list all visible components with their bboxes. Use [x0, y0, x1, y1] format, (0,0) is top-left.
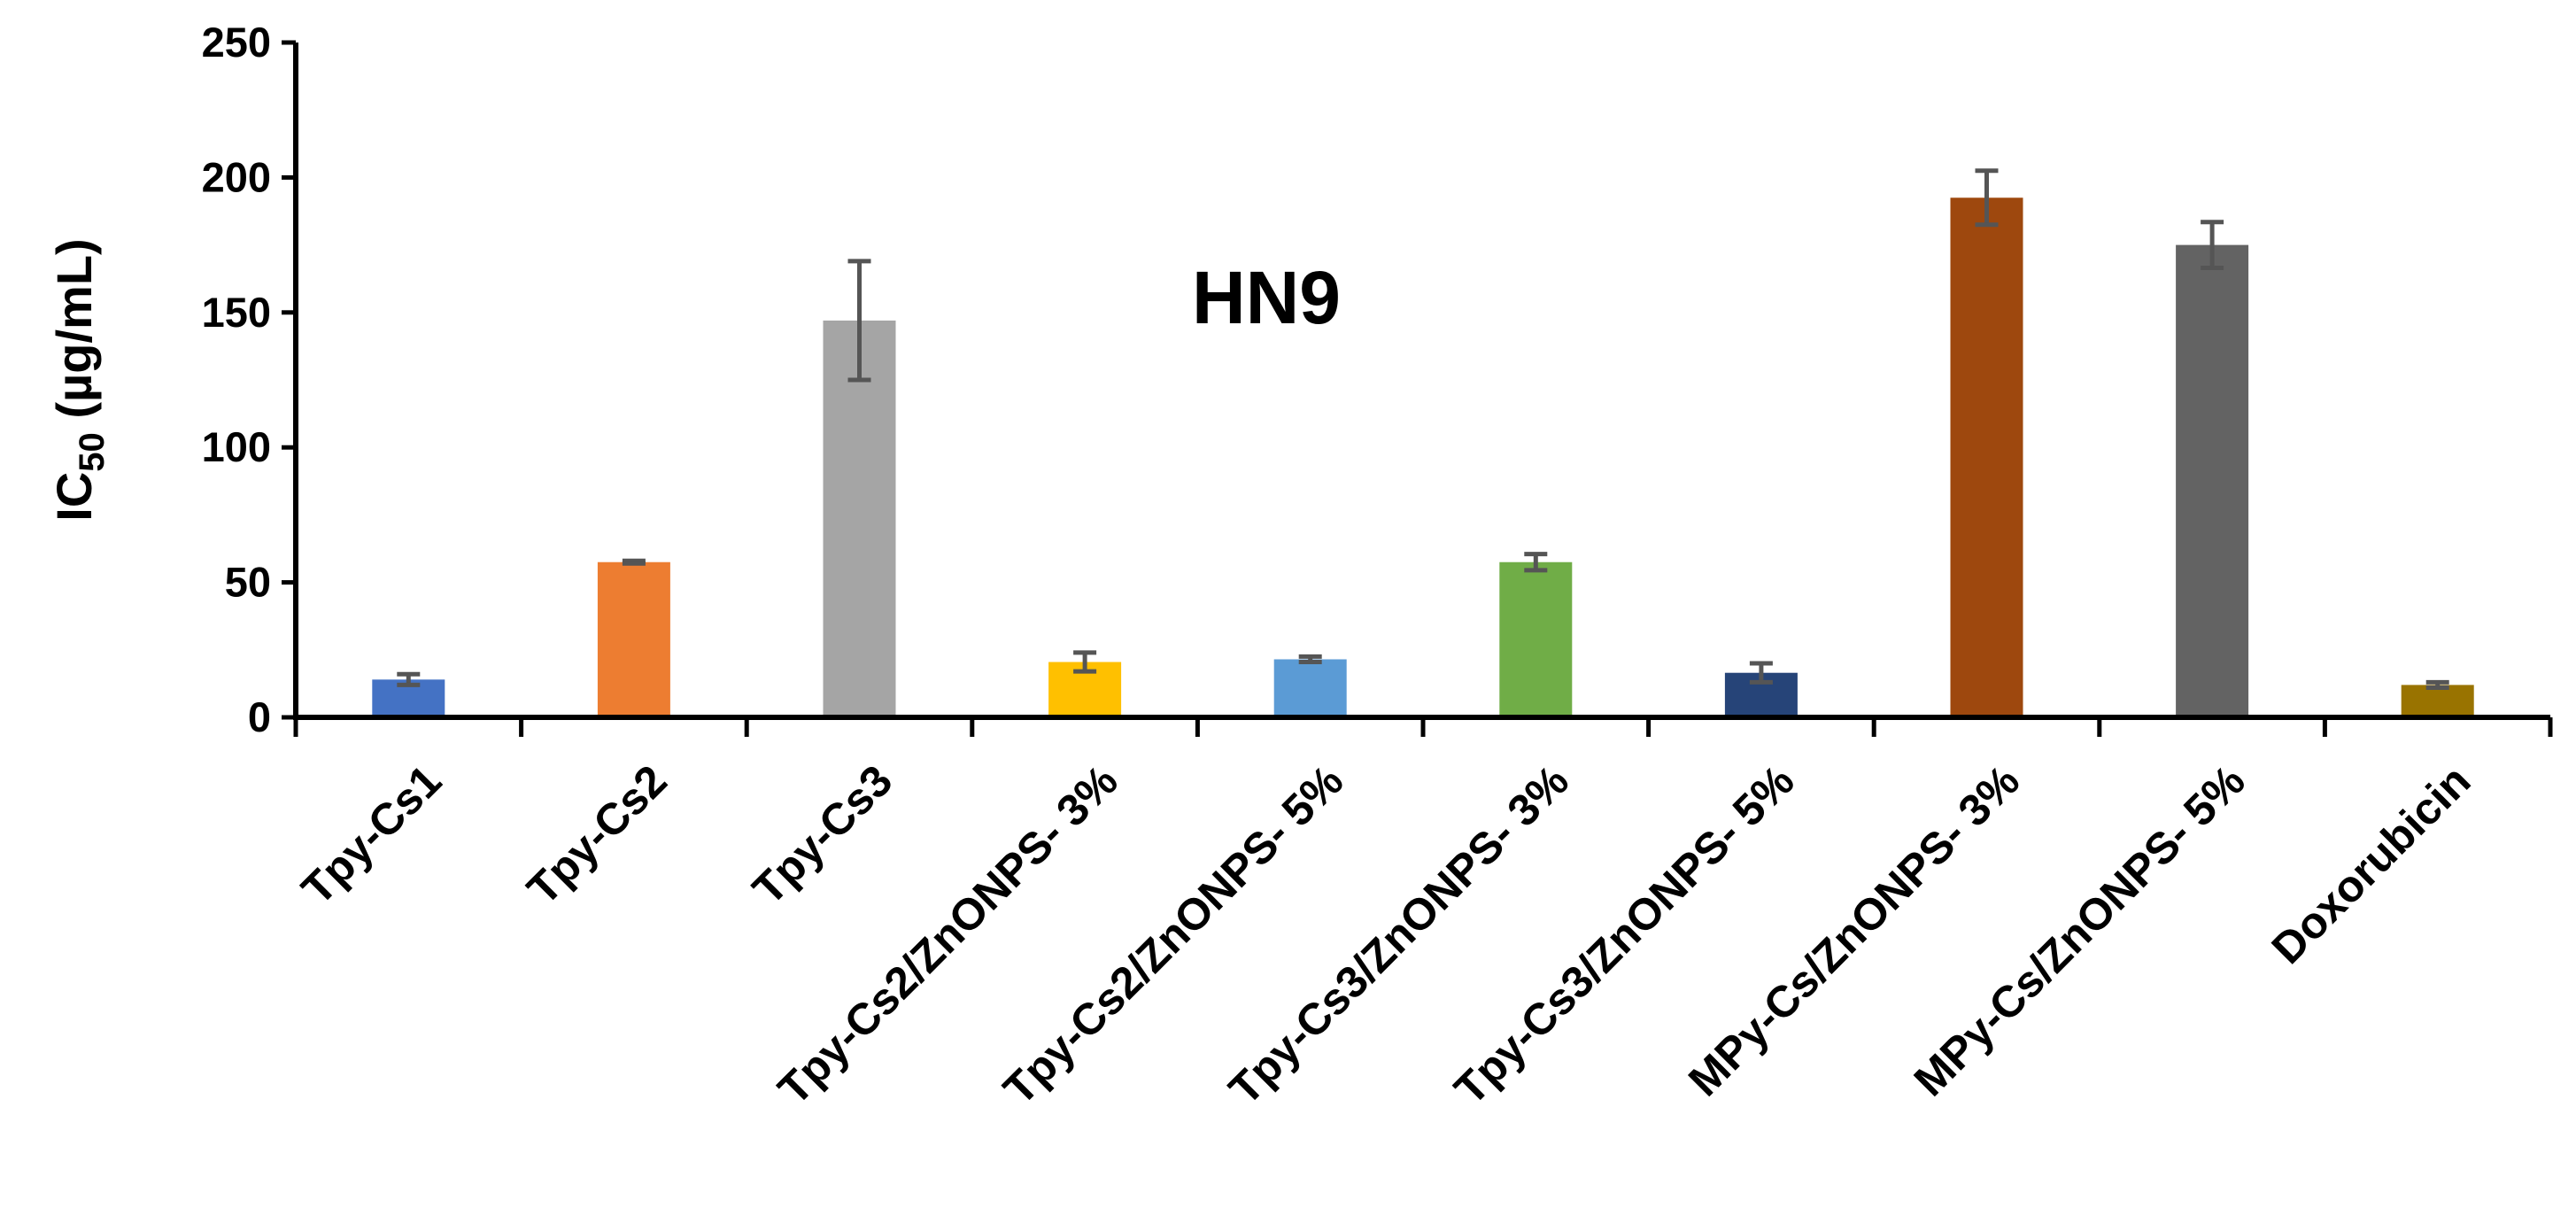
category-label: Tpy-Cs3 [743, 755, 901, 914]
bar [1499, 561, 1573, 717]
bar [2176, 244, 2249, 718]
error-bar [1524, 552, 1548, 573]
y-axis-ticks: 0 50 100 150 200 250 [202, 19, 296, 740]
y-axis-label-main: IC [46, 472, 102, 522]
error-bar [1298, 654, 1322, 665]
error-bar [1749, 661, 1773, 685]
error-bar [1073, 650, 1097, 674]
y-tick-label: 0 [248, 693, 271, 740]
category-label: Tpy-Cs2 [518, 755, 677, 914]
category-label: Doxorubicin [2263, 755, 2480, 973]
y-axis-label: IC50 (µg/mL) [46, 238, 112, 521]
y-axis-label-unit: (µg/mL) [46, 238, 102, 432]
bar [2401, 685, 2474, 717]
y-tick-label: 200 [202, 153, 271, 200]
chart-title: HN9 [1192, 256, 1341, 339]
y-tick-label: 100 [202, 423, 271, 470]
category-label: Tpy-Cs1 [292, 755, 451, 914]
y-tick-label: 50 [225, 559, 271, 606]
error-bars [397, 168, 2449, 690]
error-bar [397, 671, 421, 687]
error-bar [2201, 220, 2224, 271]
bar [597, 561, 670, 717]
bars [372, 197, 2474, 718]
bar [1950, 197, 2023, 717]
error-bar [847, 259, 871, 383]
y-tick-label: 250 [202, 19, 271, 66]
bar [1273, 659, 1347, 717]
bar [823, 320, 896, 717]
y-tick-label: 150 [202, 289, 271, 336]
y-axis-label-subscript: 50 [73, 432, 112, 472]
error-bar [2425, 679, 2449, 690]
error-bar [622, 558, 646, 566]
error-bar [1975, 168, 1999, 228]
x-axis-ticks [293, 717, 2553, 737]
